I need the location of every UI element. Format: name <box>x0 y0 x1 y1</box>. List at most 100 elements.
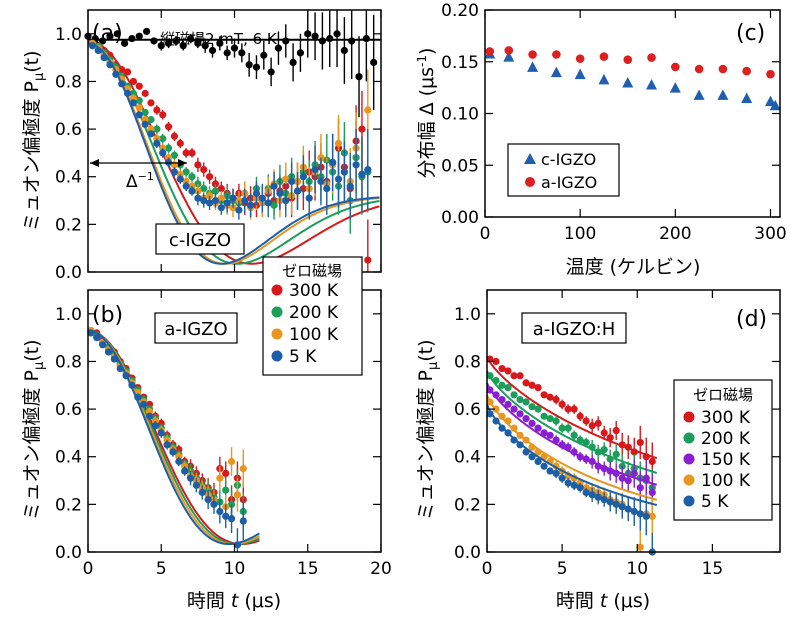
data-point <box>552 417 560 425</box>
data-point <box>648 512 656 520</box>
data-point <box>170 151 179 159</box>
data-point <box>311 165 319 174</box>
data-point <box>192 481 201 489</box>
data-point-c-igzo <box>693 89 705 100</box>
fit-curve-300k <box>88 40 380 265</box>
data-point <box>205 173 214 181</box>
y-tick-label: 0.15 <box>441 53 479 73</box>
data-point <box>159 111 167 119</box>
data-point <box>534 384 542 392</box>
data-point <box>546 431 554 439</box>
data-point <box>164 39 173 47</box>
data-point <box>600 465 608 473</box>
legend-ab-entry: 100 K <box>289 325 339 345</box>
data-point <box>181 467 189 475</box>
y-tick-label: 0.6 <box>55 400 82 420</box>
data-point <box>588 457 596 466</box>
data-point <box>516 431 524 439</box>
data-point <box>151 422 159 430</box>
data-point <box>564 405 572 413</box>
data-point <box>176 175 184 183</box>
x-axis-label-d: 時間 t (μs) <box>556 590 650 612</box>
data-point <box>510 436 518 444</box>
data-point <box>141 89 149 97</box>
panel-a-y-ticks: 0.0 0.2 0.4 0.6 0.8 1.0 <box>55 25 381 283</box>
data-point <box>264 199 272 207</box>
data-point <box>233 491 242 499</box>
panel-b-data <box>87 326 260 552</box>
data-point <box>289 58 297 66</box>
data-point <box>600 496 608 504</box>
data-point <box>198 488 206 497</box>
data-point <box>135 96 143 105</box>
data-point <box>570 405 578 413</box>
data-point-a-igzo <box>599 52 609 61</box>
data-point <box>522 436 530 444</box>
data-point <box>486 386 494 394</box>
data-point-c-igzo <box>598 73 610 85</box>
legend-d-entry: 5 K <box>701 492 729 512</box>
data-point <box>200 165 208 174</box>
data-point-c-igzo <box>764 95 776 107</box>
data-point <box>182 168 190 176</box>
legend-c-a-igzo: a-IGZO <box>541 173 597 192</box>
panel-d-y-ticks: 0.0 0.2 0.4 0.6 0.8 1.0 <box>454 305 780 563</box>
data-point <box>600 445 608 454</box>
data-point <box>170 132 179 140</box>
data-point <box>93 334 101 342</box>
data-point <box>534 457 542 466</box>
data-point <box>104 348 113 356</box>
data-point <box>486 410 494 418</box>
data-point <box>576 453 584 461</box>
data-point <box>498 412 506 420</box>
data-point <box>282 175 290 183</box>
data-point <box>504 429 512 437</box>
data-point <box>175 457 183 466</box>
legend-d-marker <box>683 474 695 486</box>
data-point <box>239 517 247 525</box>
data-point-c-igzo <box>574 68 586 80</box>
panel-c-label: (c) <box>736 21 765 46</box>
data-point <box>504 367 512 375</box>
x-tick-label: 0 <box>83 559 94 579</box>
data-point <box>642 512 650 520</box>
legend-ab-marker <box>271 350 283 362</box>
data-point <box>528 403 536 411</box>
legend-c-circle-marker <box>525 177 535 187</box>
legend-ab-entry: 300 K <box>289 281 339 301</box>
y-tick-label: 0.4 <box>454 448 481 468</box>
legend-d-marker <box>683 432 695 444</box>
data-point <box>241 196 249 205</box>
data-point <box>99 341 107 349</box>
data-point <box>134 393 142 401</box>
data-point <box>157 42 165 50</box>
data-point <box>118 80 126 88</box>
data-point <box>540 429 548 437</box>
data-point <box>110 355 118 363</box>
data-point <box>534 424 542 432</box>
data-point <box>642 453 650 461</box>
data-point <box>235 196 243 205</box>
data-point <box>364 256 372 264</box>
data-point <box>346 182 354 190</box>
data-point <box>270 201 278 209</box>
legend-ab-entry: 200 K <box>289 303 339 323</box>
box-a-igzo-text: a-IGZO <box>164 319 227 340</box>
data-point <box>546 393 554 401</box>
data-point <box>143 27 151 36</box>
data-point <box>642 474 650 482</box>
data-point <box>293 187 302 195</box>
data-point-a-igzo <box>647 53 656 62</box>
legend-ab-title: ゼロ磁場 <box>282 262 342 280</box>
data-point <box>296 49 305 57</box>
data-point <box>370 58 378 66</box>
data-point <box>516 395 524 404</box>
data-point <box>267 68 275 76</box>
data-point <box>612 450 620 458</box>
panel-d-frame <box>486 289 781 553</box>
data-point-a-igzo <box>623 55 633 64</box>
data-point-a-igzo <box>766 69 775 79</box>
data-point-a-igzo <box>552 50 561 59</box>
data-point <box>122 372 130 380</box>
